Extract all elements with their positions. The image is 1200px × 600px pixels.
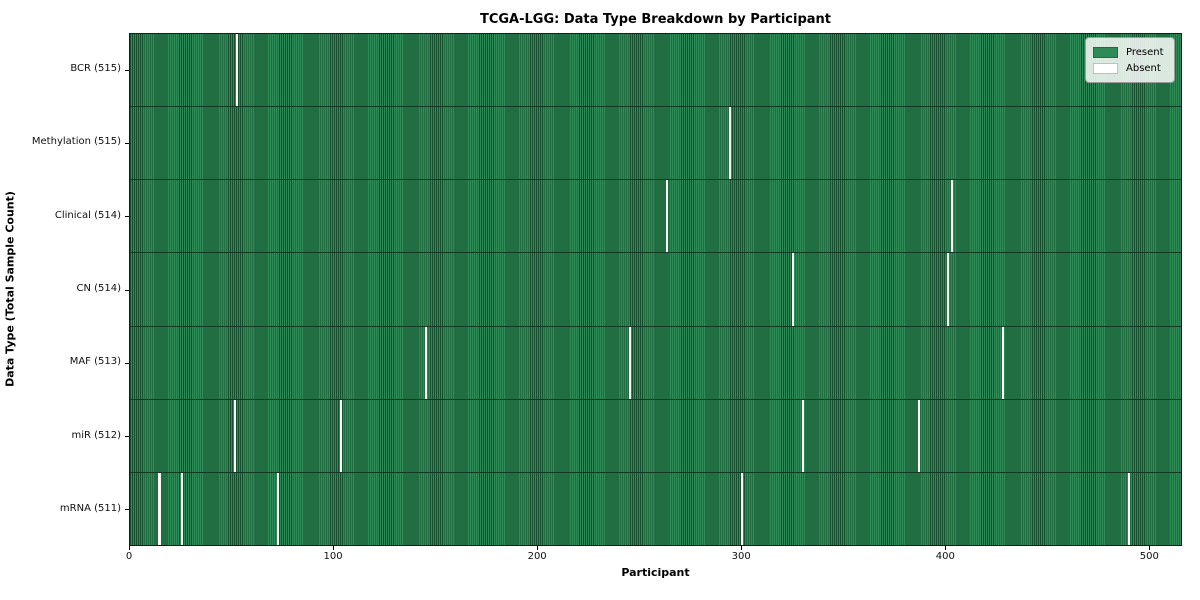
- absent-marker: [339, 399, 342, 472]
- absent-marker: [950, 180, 953, 253]
- y-tick-label: Methylation (515): [31, 136, 121, 148]
- y-tick-mark: [125, 509, 129, 511]
- absent-marker: [665, 180, 668, 253]
- row-maf: [130, 325, 1181, 399]
- y-tick-label: CN (514): [76, 283, 121, 294]
- legend-label-absent: Absent: [1126, 62, 1161, 74]
- y-tick-mark: [125, 436, 129, 438]
- y-tick-mark: [125, 69, 129, 71]
- absent-marker: [946, 253, 949, 326]
- x-tick-label: 0: [125, 551, 133, 562]
- absent-marker: [740, 472, 744, 545]
- y-tick-label: MAF (513): [69, 356, 121, 368]
- absent-marker: [1001, 326, 1004, 399]
- chart-title: TCGA-LGG: Data Type Breakdown by Partici…: [479, 12, 832, 27]
- x-tick-label: 300: [731, 551, 751, 562]
- x-tick-label: 500: [1139, 551, 1159, 562]
- plot-area: [129, 33, 1182, 546]
- x-tick-mark: [537, 546, 539, 550]
- legend-entry-present: Present: [1093, 44, 1166, 60]
- absent-marker: [180, 472, 184, 545]
- x-tick-label: 200: [527, 551, 547, 562]
- y-tick-label: Clinical (514): [54, 209, 121, 221]
- y-tick-mark: [125, 142, 129, 144]
- y-tick-label: mRNA (511): [59, 502, 121, 514]
- absent-marker: [918, 399, 921, 472]
- x-tick-label: 400: [935, 551, 955, 562]
- x-tick-mark: [1149, 546, 1151, 550]
- absent-marker: [425, 326, 428, 399]
- x-tick-label: 100: [323, 551, 343, 562]
- row-cn: [130, 252, 1181, 326]
- x-tick-mark: [741, 546, 743, 550]
- absent-marker: [628, 326, 632, 399]
- present-swatch: [1093, 46, 1118, 58]
- row-clinical: [130, 179, 1181, 253]
- x-tick-mark: [129, 546, 130, 550]
- y-tick-mark: [125, 216, 129, 218]
- y-tick-mark: [125, 362, 129, 364]
- absent-marker: [728, 107, 731, 180]
- x-axis-label: Participant: [621, 566, 690, 579]
- row-mir: [130, 398, 1181, 472]
- absent-marker: [791, 253, 795, 326]
- x-tick-mark: [945, 546, 947, 550]
- absent-marker: [1127, 472, 1131, 545]
- legend-label-present: Present: [1126, 46, 1164, 58]
- x-tick-mark: [333, 546, 335, 550]
- absent-marker: [276, 472, 279, 545]
- row-bcr: [130, 34, 1181, 107]
- absent-marker: [802, 399, 805, 472]
- absent-swatch: [1093, 62, 1118, 74]
- legend-entry-absent: Absent: [1093, 60, 1166, 76]
- y-tick-mark: [125, 289, 129, 291]
- row-methylation: [130, 106, 1181, 180]
- y-tick-label: miR (512): [71, 429, 121, 441]
- row-mrna: [130, 471, 1181, 545]
- y-tick-label: BCR (515): [70, 63, 121, 75]
- legend: Present Absent: [1085, 37, 1175, 83]
- absent-marker: [158, 472, 161, 545]
- absent-marker: [233, 399, 236, 472]
- absent-marker: [235, 34, 239, 107]
